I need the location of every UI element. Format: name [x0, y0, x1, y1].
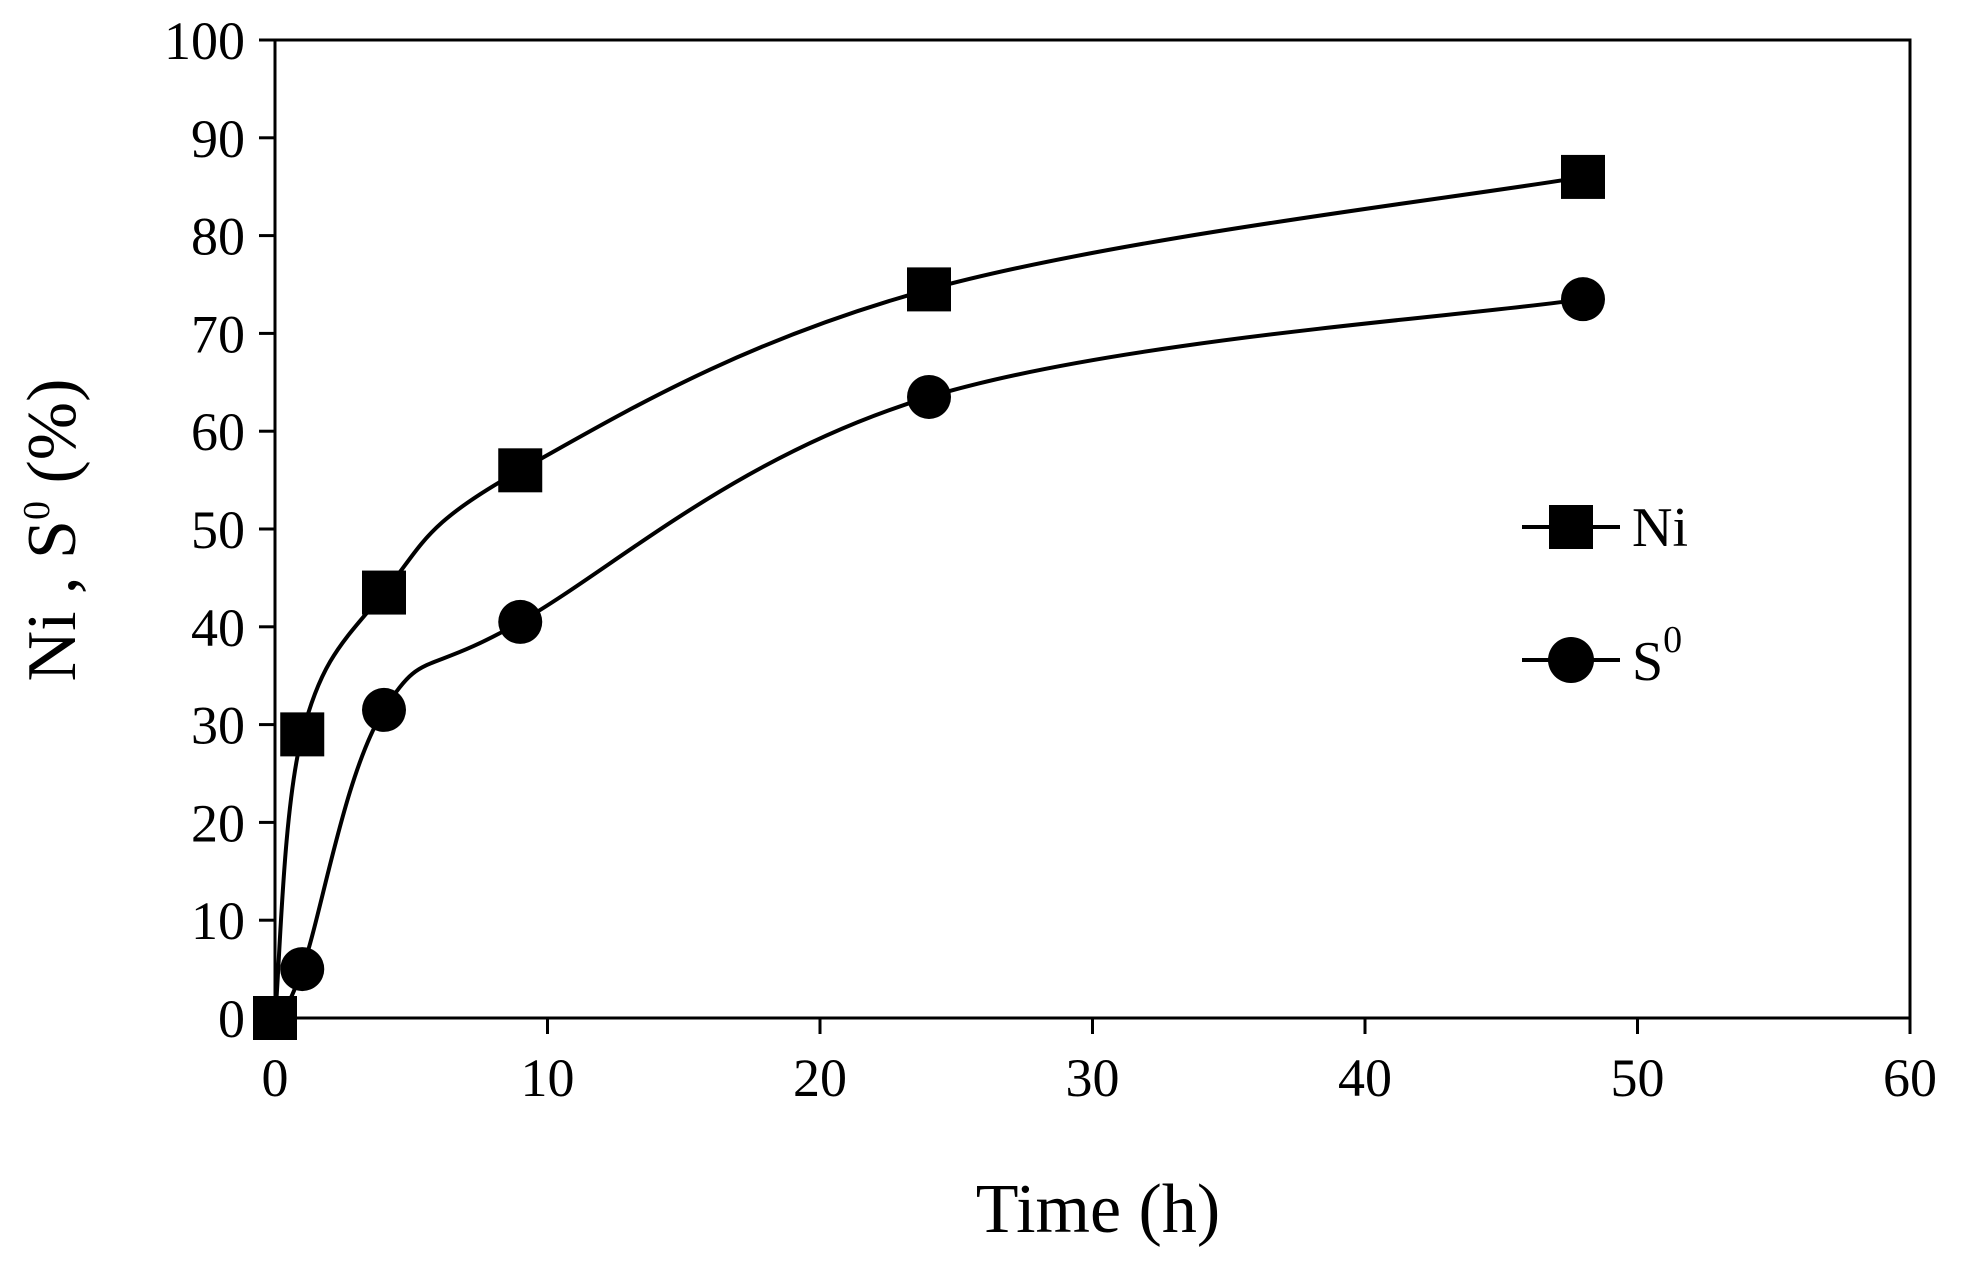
x-tick-label: 60	[1883, 1048, 1937, 1108]
y-axis-title-superscript: 0	[16, 501, 58, 520]
y-tick-label: 80	[191, 207, 245, 267]
legend-square-marker-icon	[1549, 505, 1593, 549]
y-tick-label: 90	[191, 109, 245, 169]
y-tick-label: 0	[218, 989, 245, 1049]
svg-text:Ni , S0 (%): Ni , S0 (%)	[14, 379, 91, 682]
data-point-circle	[498, 599, 543, 644]
data-point-circle	[280, 947, 325, 992]
y-tick-label: 50	[191, 500, 245, 560]
data-point-square	[280, 712, 325, 757]
y-tick-label: 60	[191, 402, 245, 462]
series-s0	[253, 277, 1605, 1040]
y-tick-label: 70	[191, 304, 245, 364]
x-tick-label: 0	[262, 1048, 289, 1108]
y-axis-title-main: Ni , S	[14, 520, 91, 681]
y-tick-label: 20	[191, 793, 245, 853]
y-tick-label: 10	[191, 891, 245, 951]
legend: Ni S0	[1522, 497, 1688, 693]
x-tick-label: 10	[521, 1048, 575, 1108]
data-point-square	[907, 267, 951, 312]
legend-label-ni: Ni	[1632, 497, 1688, 559]
data-point-square	[498, 448, 543, 493]
y-tick-label: 100	[164, 11, 245, 71]
legend-item-ni: Ni	[1522, 497, 1688, 559]
legend-label-s0: S0	[1632, 619, 1682, 693]
y-tick-label: 30	[191, 696, 245, 756]
series-layer	[253, 154, 1605, 1040]
series-ni	[253, 154, 1605, 1040]
x-axis-title: Time (h)	[976, 1171, 1220, 1248]
y-tick-label: 40	[191, 598, 245, 658]
x-tick-label: 50	[1611, 1048, 1665, 1108]
data-point-circle	[907, 374, 951, 419]
legend-circle-marker-icon	[1548, 637, 1594, 683]
x-axis-ticks: 0 10 20 30 40 50 60	[262, 1018, 1937, 1108]
y-axis-title-suffix: (%)	[14, 379, 91, 501]
data-point-square	[1561, 154, 1605, 199]
x-tick-label: 30	[1066, 1048, 1120, 1108]
data-point-circle	[362, 687, 406, 732]
legend-item-s0: S0	[1522, 619, 1682, 693]
x-tick-label: 20	[793, 1048, 847, 1108]
x-tick-label: 40	[1338, 1048, 1392, 1108]
data-point-circle	[1561, 277, 1605, 322]
y-axis-ticks: 0 10 20 30 40 50 60 70 80 90 100	[164, 11, 275, 1049]
data-point-square	[362, 570, 406, 615]
y-axis-title: Ni , S0 (%)	[14, 379, 91, 682]
data-point-circle	[253, 996, 297, 1040]
